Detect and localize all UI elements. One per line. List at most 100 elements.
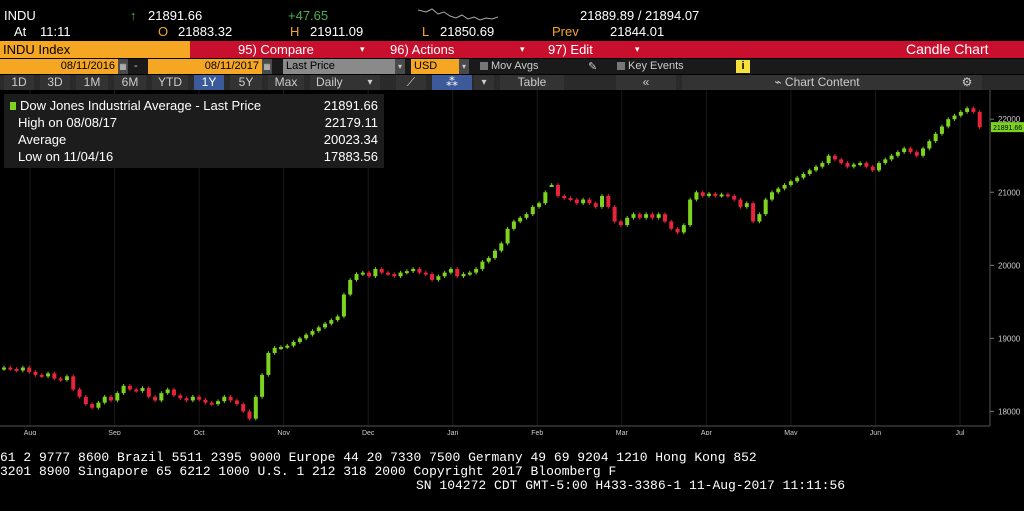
line-chart-icon[interactable]: ⟋ <box>396 75 426 90</box>
candle-body <box>291 342 296 346</box>
chart-legend: Dow Jones Industrial Average - Last Pric… <box>4 94 384 168</box>
candle-body <box>222 396 227 402</box>
candle-body <box>958 111 963 116</box>
candle-body <box>845 163 850 167</box>
candle-body <box>354 274 359 280</box>
x-month-label: Dec <box>362 430 375 435</box>
last-price: 21891.66 <box>148 8 203 23</box>
chart-content-button[interactable]: ⌁ Chart Content <box>682 75 952 90</box>
legend-high-label: High on 08/08/17 <box>18 115 118 130</box>
tf-max[interactable]: Max <box>268 75 304 90</box>
start-date-calendar-icon[interactable]: ▦ <box>118 59 128 74</box>
currency-select[interactable]: USD <box>411 59 459 74</box>
compare-menu[interactable]: 95) Compare <box>238 42 314 57</box>
start-date-field[interactable]: 08/11/2016 <box>0 59 118 74</box>
candle-body <box>977 111 982 128</box>
candle-body <box>379 268 384 273</box>
x-month-label: Oct <box>194 430 205 435</box>
key-events-checkbox[interactable] <box>617 62 625 70</box>
x-month-label: Nov <box>277 430 290 435</box>
candle-body <box>77 389 82 397</box>
candle-body <box>260 374 265 397</box>
tf-1d[interactable]: 1D <box>4 75 34 90</box>
tf-daily[interactable]: Daily <box>310 75 360 90</box>
price-field-select[interactable]: Last Price <box>283 59 395 74</box>
candle-body <box>939 126 944 134</box>
candle-body <box>574 199 579 204</box>
legend-series-swatch <box>10 102 16 110</box>
tf-1y[interactable]: 1Y <box>194 75 224 90</box>
info-icon[interactable]: i <box>736 60 750 73</box>
candle-body <box>285 345 290 348</box>
candle-body <box>486 258 491 262</box>
candle-body <box>335 316 340 321</box>
price-field-chevron-icon[interactable]: ▾ <box>395 59 405 74</box>
settings-gear-icon[interactable]: ⚙ <box>952 75 982 90</box>
mov-avgs-label[interactable]: Mov Avgs <box>491 60 539 72</box>
sparkline <box>418 8 498 21</box>
candle-body <box>461 274 466 277</box>
edit-menu[interactable]: 97) Edit <box>548 42 593 57</box>
collapse-icon[interactable]: « <box>616 75 676 90</box>
up-arrow-icon: ↑ <box>130 8 137 23</box>
security-field[interactable]: INDU Index <box>0 41 190 58</box>
candle-body <box>297 338 302 342</box>
candle-body <box>247 411 252 419</box>
mov-avgs-checkbox[interactable] <box>480 62 488 70</box>
candle-body <box>115 393 120 401</box>
end-date-calendar-icon[interactable]: ▦ <box>262 59 272 74</box>
low-label: L <box>422 24 430 39</box>
candle-body <box>675 228 680 233</box>
end-date-field[interactable]: 08/11/2017 <box>148 59 262 74</box>
candle-body <box>316 327 321 332</box>
tf-1m[interactable]: 1M <box>76 75 108 90</box>
compare-chevron-icon[interactable]: ▾ <box>360 44 365 54</box>
candle-body <box>474 268 479 273</box>
tf-daily-chevron-icon[interactable]: ▾ <box>360 75 380 90</box>
tf-5y[interactable]: 5Y <box>230 75 262 90</box>
actions-menu[interactable]: 96) Actions <box>390 42 455 57</box>
candle-body <box>883 159 888 164</box>
chart-style-icon[interactable]: ⁂ <box>432 75 472 90</box>
chart-type-label[interactable]: Candle Chart <box>906 41 989 57</box>
tf-ytd[interactable]: YTD <box>152 75 188 90</box>
tf-6m[interactable]: 6M <box>114 75 146 90</box>
candle-body <box>216 401 221 405</box>
key-events-label[interactable]: Key Events <box>628 60 684 72</box>
chart-style-chevron-icon[interactable]: ▾ <box>474 75 494 90</box>
date-separator: - <box>134 60 138 72</box>
candle-body <box>20 367 25 371</box>
tf-3d[interactable]: 3D <box>40 75 70 90</box>
candle-body <box>946 119 951 127</box>
candle-body <box>530 206 535 215</box>
candle-body <box>688 199 693 226</box>
chart-content-icon: ⌁ <box>774 75 785 89</box>
candle-body <box>64 376 69 380</box>
candle-body <box>423 272 428 275</box>
candle-body <box>109 396 114 401</box>
candle-body <box>694 192 699 200</box>
candle-body <box>448 268 453 273</box>
currency-chevron-icon[interactable]: ▾ <box>459 59 469 74</box>
candle-body <box>744 203 749 207</box>
pencil-icon[interactable]: ✎ <box>588 61 598 73</box>
candle-body <box>669 221 674 229</box>
table-button[interactable]: Table <box>500 75 564 90</box>
candle-body <box>656 214 661 218</box>
edit-chevron-icon[interactable]: ▾ <box>635 44 640 54</box>
candle-body <box>518 217 523 222</box>
candle-body <box>134 389 139 392</box>
candle-body <box>933 133 938 142</box>
candle-body <box>644 214 649 218</box>
candle-body <box>788 181 793 185</box>
candle-body <box>606 195 611 207</box>
candle-body <box>511 221 516 229</box>
x-month-label: Aug <box>24 430 37 435</box>
candle-body <box>39 374 44 377</box>
quote-time: 11:11 <box>40 24 71 39</box>
y-tick-label: 20000 <box>998 261 1021 270</box>
actions-chevron-icon[interactable]: ▾ <box>520 44 525 54</box>
candle-body <box>341 294 346 317</box>
candle-body <box>725 194 730 197</box>
candle-body <box>625 217 630 226</box>
